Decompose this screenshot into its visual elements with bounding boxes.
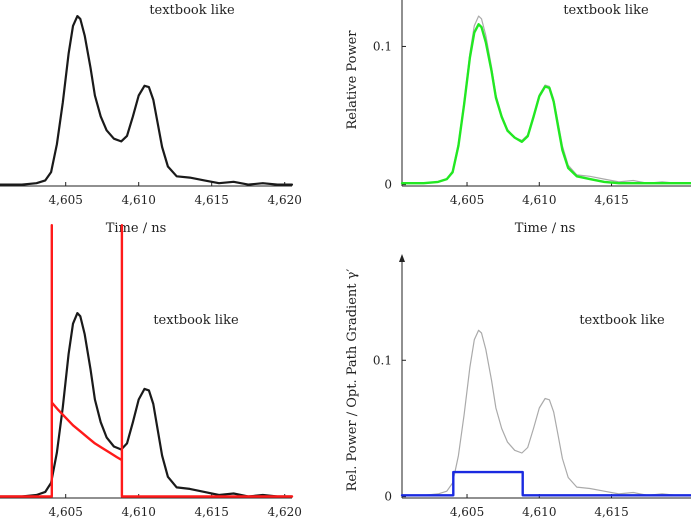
annotation: textbook like bbox=[563, 3, 649, 18]
annotation: textbook like bbox=[149, 3, 235, 18]
series-reference bbox=[401, 15, 691, 184]
series-group bbox=[0, 224, 294, 498]
x-tick-label: 4,620 bbox=[268, 505, 302, 519]
series-fit bbox=[400, 23, 691, 185]
annotation: textbook like bbox=[579, 313, 665, 328]
chart-bottom-right: textbook like Rel. Power / Opt. Path Gra… bbox=[345, 254, 691, 519]
x-tick-label: 4,615 bbox=[594, 193, 628, 207]
x-tick-label: 4,605 bbox=[450, 505, 484, 519]
x-axis-label: Time / ns bbox=[515, 221, 576, 236]
series-group bbox=[400, 329, 691, 497]
x-tick-label: 4,610 bbox=[122, 505, 156, 519]
x-tick-label: 4,605 bbox=[450, 193, 484, 207]
ticks: 4,605 4,610 4,615 0 0.1 bbox=[373, 39, 629, 207]
y-tick-label: 0.1 bbox=[373, 353, 392, 367]
x-tick-label: 4,610 bbox=[522, 193, 556, 207]
x-tick-label: 4,605 bbox=[49, 505, 83, 519]
x-tick-label: 4,610 bbox=[522, 505, 556, 519]
series-group bbox=[0, 15, 294, 186]
x-tick-label: 4,615 bbox=[195, 505, 229, 519]
x-tick-label: 4,615 bbox=[195, 193, 229, 207]
ticks: 4,605 4,610 4,615 0 0.1 bbox=[373, 353, 629, 519]
y-axis-label: Relative Power bbox=[345, 30, 360, 130]
annotation: textbook like bbox=[153, 313, 239, 328]
chart-bottom-left: textbook like 4,605 4,610 4,615 4,620 bbox=[0, 224, 302, 519]
x-tick-label: 4,610 bbox=[122, 193, 156, 207]
x-tick-label: 4,620 bbox=[268, 193, 302, 207]
x-axis-label: Time / ns bbox=[106, 221, 167, 236]
chart-top-right: textbook like Time / ns Relative Power 4… bbox=[345, 0, 691, 236]
y-axis-arrow-icon bbox=[399, 254, 405, 262]
x-tick-label: 4,615 bbox=[594, 505, 628, 519]
series-gradient bbox=[400, 470, 691, 497]
series-signal bbox=[0, 15, 294, 186]
y-axis-label: Rel. Power / Opt. Path Gradient γ′ bbox=[345, 269, 360, 492]
y-tick-label: 0.1 bbox=[373, 39, 392, 53]
series-group bbox=[400, 15, 691, 185]
y-tick-label: 0 bbox=[384, 178, 392, 192]
y-tick-label: 0 bbox=[384, 490, 392, 504]
series-window bbox=[0, 224, 294, 498]
x-ticks: 4,605 4,610 4,615 4,620 bbox=[49, 182, 302, 207]
series-signal bbox=[0, 312, 294, 498]
x-tick-label: 4,605 bbox=[49, 193, 83, 207]
series-reference bbox=[401, 329, 691, 496]
chart-top-left: textbook like Time / ns 4,605 4,610 4,615 4… bbox=[0, 3, 302, 236]
